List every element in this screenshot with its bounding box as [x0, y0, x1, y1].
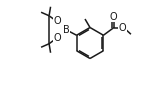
Text: O: O — [54, 16, 61, 26]
Text: O: O — [54, 33, 61, 43]
Text: O: O — [119, 23, 126, 33]
Text: B: B — [63, 25, 69, 35]
Text: O: O — [109, 12, 117, 22]
